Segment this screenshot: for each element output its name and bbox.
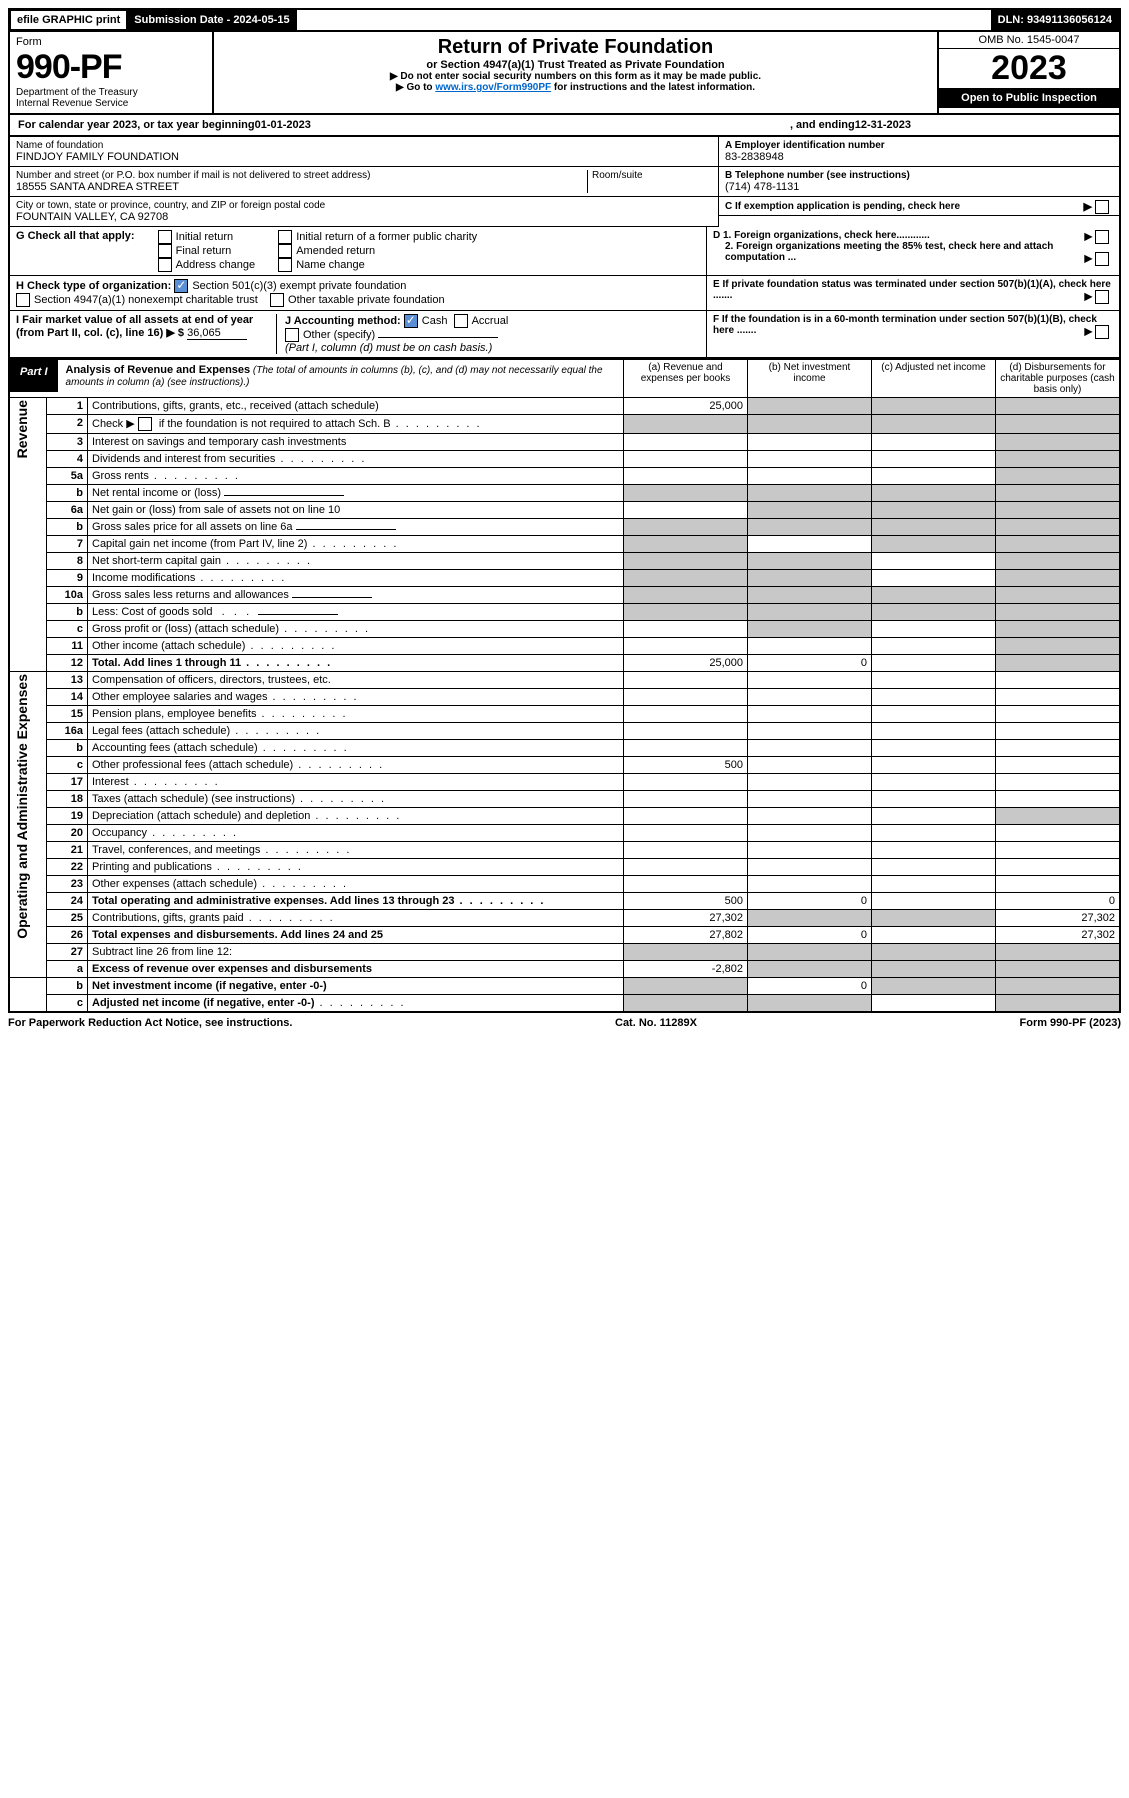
foundation-name: FINDJOY FAMILY FOUNDATION bbox=[16, 151, 712, 163]
i-value: 36,065 bbox=[187, 327, 247, 340]
footer-right: Form 990-PF (2023) bbox=[1020, 1017, 1121, 1029]
footer-left: For Paperwork Reduction Act Notice, see … bbox=[8, 1017, 292, 1029]
g-initial-former[interactable] bbox=[278, 230, 292, 244]
info-block: Name of foundation FINDJOY FAMILY FOUNDA… bbox=[8, 137, 1121, 227]
analysis-table: Part I Analysis of Revenue and Expenses … bbox=[8, 359, 1121, 1013]
b-label: B Telephone number (see instructions) bbox=[725, 170, 1113, 181]
j-cash[interactable] bbox=[404, 314, 418, 328]
phone: (714) 478-1131 bbox=[725, 181, 1113, 193]
part1-label: Part I bbox=[10, 360, 58, 392]
note2: ▶ Go to www.irs.gov/Form990PF for instru… bbox=[222, 82, 929, 93]
f-checkbox[interactable] bbox=[1095, 325, 1109, 339]
schb-checkbox[interactable] bbox=[138, 417, 152, 431]
title: Return of Private Foundation bbox=[222, 36, 929, 59]
h-4947[interactable] bbox=[16, 293, 30, 307]
city-label: City or town, state or province, country… bbox=[16, 200, 712, 211]
side-expenses: Operating and Administrative Expenses bbox=[14, 674, 30, 939]
irs: Internal Revenue Service bbox=[16, 98, 206, 109]
g-initial[interactable] bbox=[158, 230, 172, 244]
open-public: Open to Public Inspection bbox=[939, 88, 1119, 108]
calendar-year: For calendar year 2023, or tax year begi… bbox=[8, 115, 1121, 137]
col-a: (a) Revenue and expenses per books bbox=[624, 360, 748, 398]
g-address[interactable] bbox=[158, 258, 172, 272]
dln: DLN: 93491136056124 bbox=[991, 10, 1119, 30]
year: 2023 bbox=[939, 49, 1119, 88]
form-header: Form 990-PF Department of the Treasury I… bbox=[8, 32, 1121, 115]
col-c: (c) Adjusted net income bbox=[872, 360, 996, 398]
d1-checkbox[interactable] bbox=[1095, 230, 1109, 244]
form-number: 990-PF bbox=[16, 48, 206, 87]
subtitle: or Section 4947(a)(1) Trust Treated as P… bbox=[222, 59, 929, 71]
addr: 18555 SANTA ANDREA STREET bbox=[16, 181, 587, 193]
dept: Department of the Treasury bbox=[16, 87, 206, 98]
a-label: A Employer identification number bbox=[725, 140, 1113, 151]
name-label: Name of foundation bbox=[16, 140, 712, 151]
addr-label: Number and street (or P.O. box number if… bbox=[16, 170, 587, 181]
j-other[interactable] bbox=[285, 328, 299, 342]
c-checkbox[interactable] bbox=[1095, 200, 1109, 214]
col-d: (d) Disbursements for charitable purpose… bbox=[996, 360, 1121, 398]
j-accrual[interactable] bbox=[454, 314, 468, 328]
h-other-taxable[interactable] bbox=[270, 293, 284, 307]
c-label: C If exemption application is pending, c… bbox=[725, 201, 960, 212]
ein: 83-2838948 bbox=[725, 151, 1113, 163]
efile-btn[interactable]: efile GRAPHIC print bbox=[10, 10, 127, 30]
footer-mid: Cat. No. 11289X bbox=[615, 1017, 697, 1029]
e-checkbox[interactable] bbox=[1095, 290, 1109, 304]
d2-checkbox[interactable] bbox=[1095, 252, 1109, 266]
side-revenue: Revenue bbox=[14, 400, 30, 458]
city: FOUNTAIN VALLEY, CA 92708 bbox=[16, 211, 712, 223]
section-g: G Check all that apply: Initial return F… bbox=[10, 227, 706, 275]
footer: For Paperwork Reduction Act Notice, see … bbox=[8, 1013, 1121, 1033]
room-label: Room/suite bbox=[592, 170, 712, 181]
irs-link[interactable]: www.irs.gov/Form990PF bbox=[435, 82, 551, 93]
col-b: (b) Net investment income bbox=[748, 360, 872, 398]
g-amended[interactable] bbox=[278, 244, 292, 258]
omb: OMB No. 1545-0047 bbox=[939, 32, 1119, 49]
submission-date: Submission Date - 2024-05-15 bbox=[127, 10, 296, 30]
g-name-change[interactable] bbox=[278, 258, 292, 272]
note1: ▶ Do not enter social security numbers o… bbox=[222, 71, 929, 82]
h-501c3[interactable] bbox=[174, 279, 188, 293]
form-label: Form bbox=[16, 36, 206, 48]
section-h: H Check type of organization: Section 50… bbox=[10, 276, 706, 310]
top-bar: efile GRAPHIC print Submission Date - 20… bbox=[8, 8, 1121, 32]
g-final[interactable] bbox=[158, 244, 172, 258]
